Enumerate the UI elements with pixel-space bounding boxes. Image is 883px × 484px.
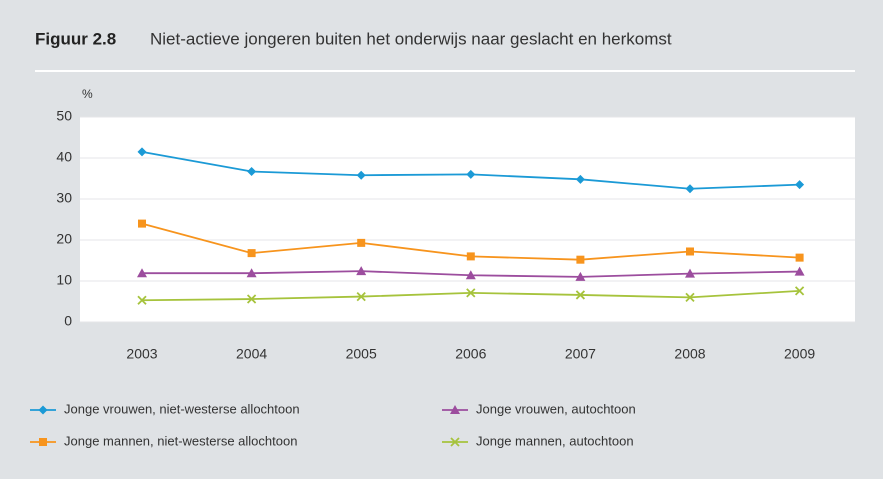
marker bbox=[39, 438, 47, 446]
marker bbox=[246, 294, 257, 304]
marker bbox=[685, 184, 695, 194]
marker bbox=[356, 291, 366, 302]
marker bbox=[794, 286, 805, 296]
x-tick-label: 2004 bbox=[236, 346, 267, 362]
x-tick-label: 2006 bbox=[455, 346, 486, 362]
marker bbox=[450, 437, 460, 447]
legend-label: Jonge mannen, autochtoon bbox=[476, 433, 634, 448]
marker bbox=[356, 170, 366, 180]
marker bbox=[138, 219, 146, 228]
plot-area bbox=[80, 117, 855, 322]
legend-label: Jonge vrouwen, niet-westerse allochtoon bbox=[64, 401, 300, 416]
marker bbox=[466, 288, 476, 298]
chart-title: Niet-actieve jongeren buiten het onderwi… bbox=[150, 29, 672, 48]
figure-label: Figuur 2.8 bbox=[35, 29, 116, 48]
marker bbox=[137, 295, 147, 305]
marker bbox=[357, 238, 366, 247]
y-tick-label: 50 bbox=[56, 108, 72, 124]
marker bbox=[465, 270, 476, 280]
y-axis-label: % bbox=[82, 87, 93, 101]
marker bbox=[794, 266, 805, 276]
marker bbox=[685, 268, 695, 278]
marker bbox=[686, 247, 694, 256]
marker bbox=[247, 249, 256, 258]
y-tick-label: 20 bbox=[56, 231, 72, 247]
marker bbox=[576, 255, 585, 264]
marker bbox=[356, 266, 367, 276]
legend-label: Jonge mannen, niet-westerse allochtoon bbox=[64, 433, 297, 448]
marker bbox=[137, 147, 147, 157]
x-tick-label: 2008 bbox=[674, 346, 705, 362]
marker bbox=[246, 268, 257, 278]
y-tick-label: 0 bbox=[64, 313, 72, 329]
marker bbox=[466, 252, 475, 261]
marker bbox=[795, 180, 805, 190]
y-tick-label: 30 bbox=[56, 190, 72, 206]
legend-label: Jonge vrouwen, autochtoon bbox=[476, 401, 636, 416]
marker bbox=[450, 405, 460, 414]
marker bbox=[575, 174, 585, 184]
marker bbox=[685, 292, 695, 303]
y-tick-label: 10 bbox=[56, 272, 72, 288]
x-tick-label: 2007 bbox=[565, 346, 596, 362]
marker bbox=[247, 167, 257, 177]
x-tick-label: 2005 bbox=[346, 346, 377, 362]
marker bbox=[575, 290, 586, 300]
marker bbox=[137, 268, 147, 278]
marker bbox=[795, 253, 804, 262]
marker bbox=[38, 405, 48, 415]
y-tick-label: 40 bbox=[56, 149, 72, 165]
marker bbox=[575, 271, 586, 281]
marker bbox=[466, 169, 476, 179]
x-tick-label: 2003 bbox=[126, 346, 157, 362]
x-tick-label: 2009 bbox=[784, 346, 815, 362]
